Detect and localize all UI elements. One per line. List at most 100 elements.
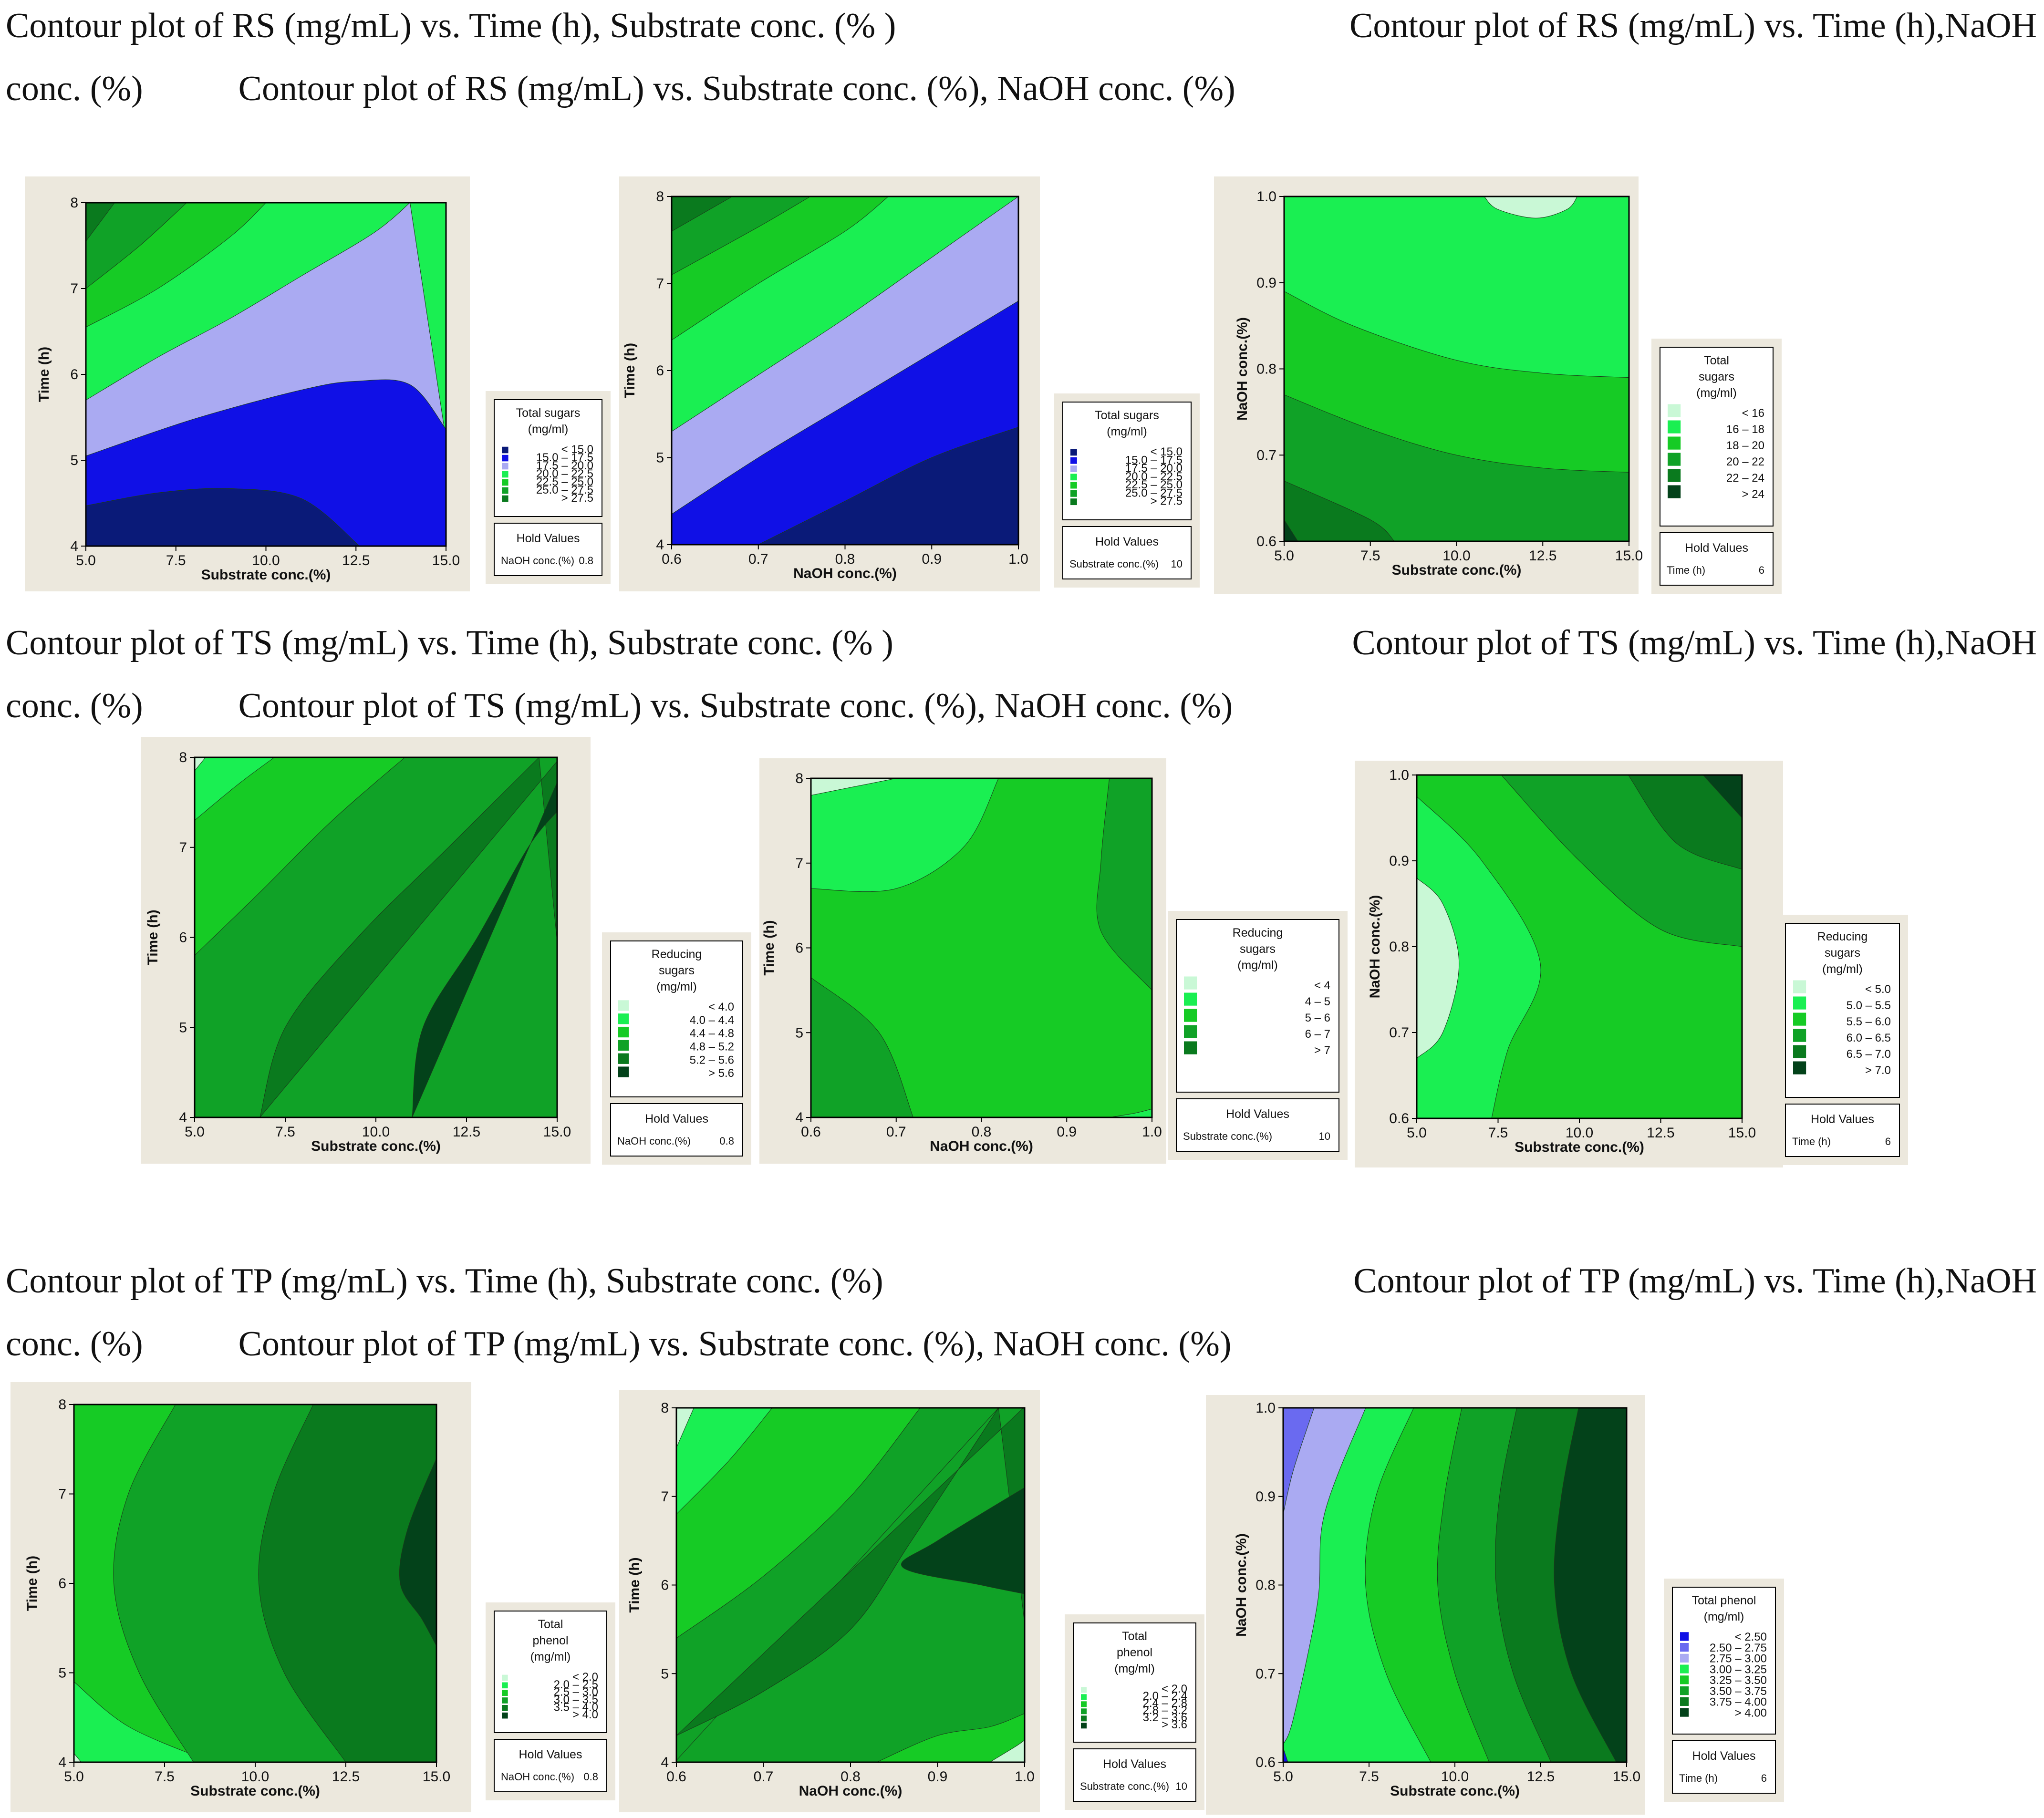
- hold-values-value: 0.8: [583, 1771, 598, 1783]
- legend-title: (mg/ml): [1696, 386, 1737, 400]
- hold-values-box: [1062, 526, 1192, 579]
- y-tick-label: 0.9: [1256, 275, 1276, 291]
- legend-swatch: [1680, 1697, 1689, 1706]
- y-tick-label: 6: [795, 940, 803, 956]
- legend-swatch: [618, 1040, 629, 1051]
- contour-region: [1096, 778, 1152, 992]
- contour-area: [811, 778, 1152, 1117]
- legend-title: (mg/ml): [1114, 1662, 1155, 1675]
- legend-level-label: < 4: [1314, 979, 1330, 992]
- legend-swatch: [1668, 436, 1681, 450]
- contour-plot-p7: 5.0 7.5 10.0 12.5 15.0 4 5 6 7 8 Substrate conc.(%…: [10, 1382, 615, 1812]
- contour-plot-p2: 0.6 0.7 0.8 0.9 1.0 4 5 6 7 8 NaOH conc.(%) Time (h…: [619, 176, 1200, 591]
- legend-title: Total sugars: [516, 406, 581, 420]
- y-tick-label: 7: [795, 856, 803, 871]
- hold-values-title: Hold Values: [1685, 541, 1748, 555]
- x-tick-label: 5.0: [1273, 1769, 1293, 1785]
- legend-swatch: [1081, 1715, 1087, 1722]
- x-tick-label: 0.6: [801, 1124, 821, 1140]
- legend-swatch: [1070, 457, 1077, 464]
- caption-line2-a: conc. (%): [6, 1324, 143, 1364]
- x-axis-label: Substrate conc.(%): [1515, 1139, 1644, 1155]
- legend-swatch: [1793, 996, 1806, 1010]
- x-tick-label: 7.5: [1359, 1769, 1379, 1785]
- caption-line1-left: Contour plot of TS (mg/mL) vs. Time (h),…: [6, 623, 893, 662]
- hold-values-box: [1176, 1098, 1339, 1152]
- legend-swatch: [1668, 453, 1681, 466]
- y-axis-label: Time (h): [627, 1557, 643, 1612]
- legend-title: sugars: [1240, 942, 1276, 956]
- caption-line1-right: Contour plot of TS (mg/mL) vs. Time (h),…: [1352, 623, 2037, 662]
- x-tick-label: 10.0: [362, 1124, 390, 1140]
- legend-title: (mg/ml): [1237, 959, 1278, 972]
- legend-level-label: 4 – 5: [1305, 995, 1330, 1008]
- legend-swatch: [1793, 980, 1806, 993]
- legend-swatch: [502, 446, 508, 454]
- hold-values-box: [1672, 1740, 1776, 1794]
- legend-level-label: 22.5 – 25.0: [1125, 478, 1183, 491]
- x-tick-label: 12.5: [332, 1769, 360, 1785]
- x-tick-label: 10.0: [241, 1769, 269, 1785]
- x-tick-label: 12.5: [453, 1124, 480, 1140]
- x-axis-label: NaOH conc.(%): [799, 1783, 903, 1799]
- legend-level-label: > 24: [1742, 488, 1764, 501]
- legend-swatch: [502, 487, 508, 494]
- legend-swatch: [1668, 420, 1681, 434]
- legend-level-label: 15.0 – 17.5: [536, 451, 593, 464]
- legend-level-label: > 7: [1314, 1044, 1330, 1057]
- x-tick-label: 0.9: [928, 1769, 948, 1785]
- hold-values-label: Time (h): [1792, 1136, 1831, 1147]
- x-tick-label: 0.6: [662, 551, 682, 567]
- legend-level-label: > 5.6: [708, 1067, 734, 1080]
- contour-region: [676, 1408, 922, 1639]
- legend-level-label: 2.0 – 2.5: [554, 1678, 598, 1691]
- x-tick-label: 7.5: [1360, 548, 1380, 564]
- legend-box: [610, 940, 743, 1097]
- contour-region: [259, 757, 557, 1117]
- hold-values-title: Hold Values: [517, 532, 580, 545]
- legend-swatch: [502, 1712, 508, 1719]
- legend-swatch: [618, 1066, 629, 1077]
- hold-values-title: Hold Values: [1095, 535, 1159, 548]
- x-tick-label: 12.5: [1647, 1125, 1674, 1141]
- legend-level-label: 5.5 – 6.0: [1847, 1015, 1891, 1028]
- legend-swatch: [1680, 1632, 1689, 1641]
- legend-level-label: > 4.00: [1735, 1706, 1767, 1719]
- legend-level-label: 4.8 – 5.2: [690, 1041, 734, 1054]
- y-axis-label: Time (h): [761, 920, 777, 975]
- caption-rs: Contour plot of RS (mg/mL) vs. Time (h),…: [6, 0, 2037, 120]
- legend-title: Total: [538, 1618, 563, 1631]
- y-tick-label: 4: [795, 1110, 803, 1126]
- x-tick-label: 15.0: [1613, 1769, 1640, 1785]
- x-tick-label: 5.0: [1274, 548, 1294, 564]
- legend-level-label: 2.8 – 3.2: [1143, 1704, 1187, 1717]
- legend-swatch: [1070, 449, 1077, 456]
- contour-plot-p8: 0.6 0.7 0.8 0.9 1.0 4 5 6 7 8 NaOH conc.(%) Time (h…: [619, 1390, 1204, 1812]
- x-tick-label: 10.0: [1441, 1769, 1469, 1785]
- hold-values-label: NaOH conc.(%): [501, 555, 574, 567]
- legend-swatch: [1680, 1675, 1689, 1684]
- legend-swatch: [1668, 404, 1681, 417]
- legend-p4: Reducing sugars (mg/ml) < 4.04.0 – 4.44.4 –…: [602, 932, 751, 1165]
- legend-swatch: [1081, 1694, 1087, 1700]
- y-tick-label: 0.8: [1255, 1578, 1276, 1593]
- contour-region: [258, 1405, 436, 1762]
- y-tick-label: 8: [179, 750, 187, 765]
- hold-values-box: [494, 1739, 607, 1792]
- x-tick-label: 15.0: [423, 1769, 450, 1785]
- hold-values-label: Substrate conc.(%): [1069, 558, 1159, 570]
- legend-swatch: [502, 1697, 508, 1704]
- y-tick-label: 5: [70, 453, 78, 468]
- y-tick-label: 5: [656, 450, 664, 466]
- legend-p5: Reducing sugars (mg/ml) < 4 4 – 5 5 – 6 6 – 7 >…: [1168, 911, 1348, 1160]
- legend-level-label: 20 – 22: [1726, 455, 1764, 468]
- contour-area: [1284, 196, 1629, 541]
- y-tick-label: 7: [58, 1487, 66, 1502]
- legend-level-label: 17.5 – 20.0: [536, 459, 593, 472]
- hold-values-label: NaOH conc.(%): [617, 1135, 691, 1147]
- legend-swatch: [1680, 1664, 1689, 1673]
- y-axis-label: NaOH conc.(%): [1234, 1533, 1249, 1637]
- hold-values-box: [1785, 1104, 1900, 1157]
- legend-p2: Total sugars (mg/ml) < 15.015.0 – 17.517.5…: [1054, 393, 1200, 588]
- caption-line1-right: Contour plot of RS (mg/mL) vs. Time (h),…: [1349, 6, 2037, 45]
